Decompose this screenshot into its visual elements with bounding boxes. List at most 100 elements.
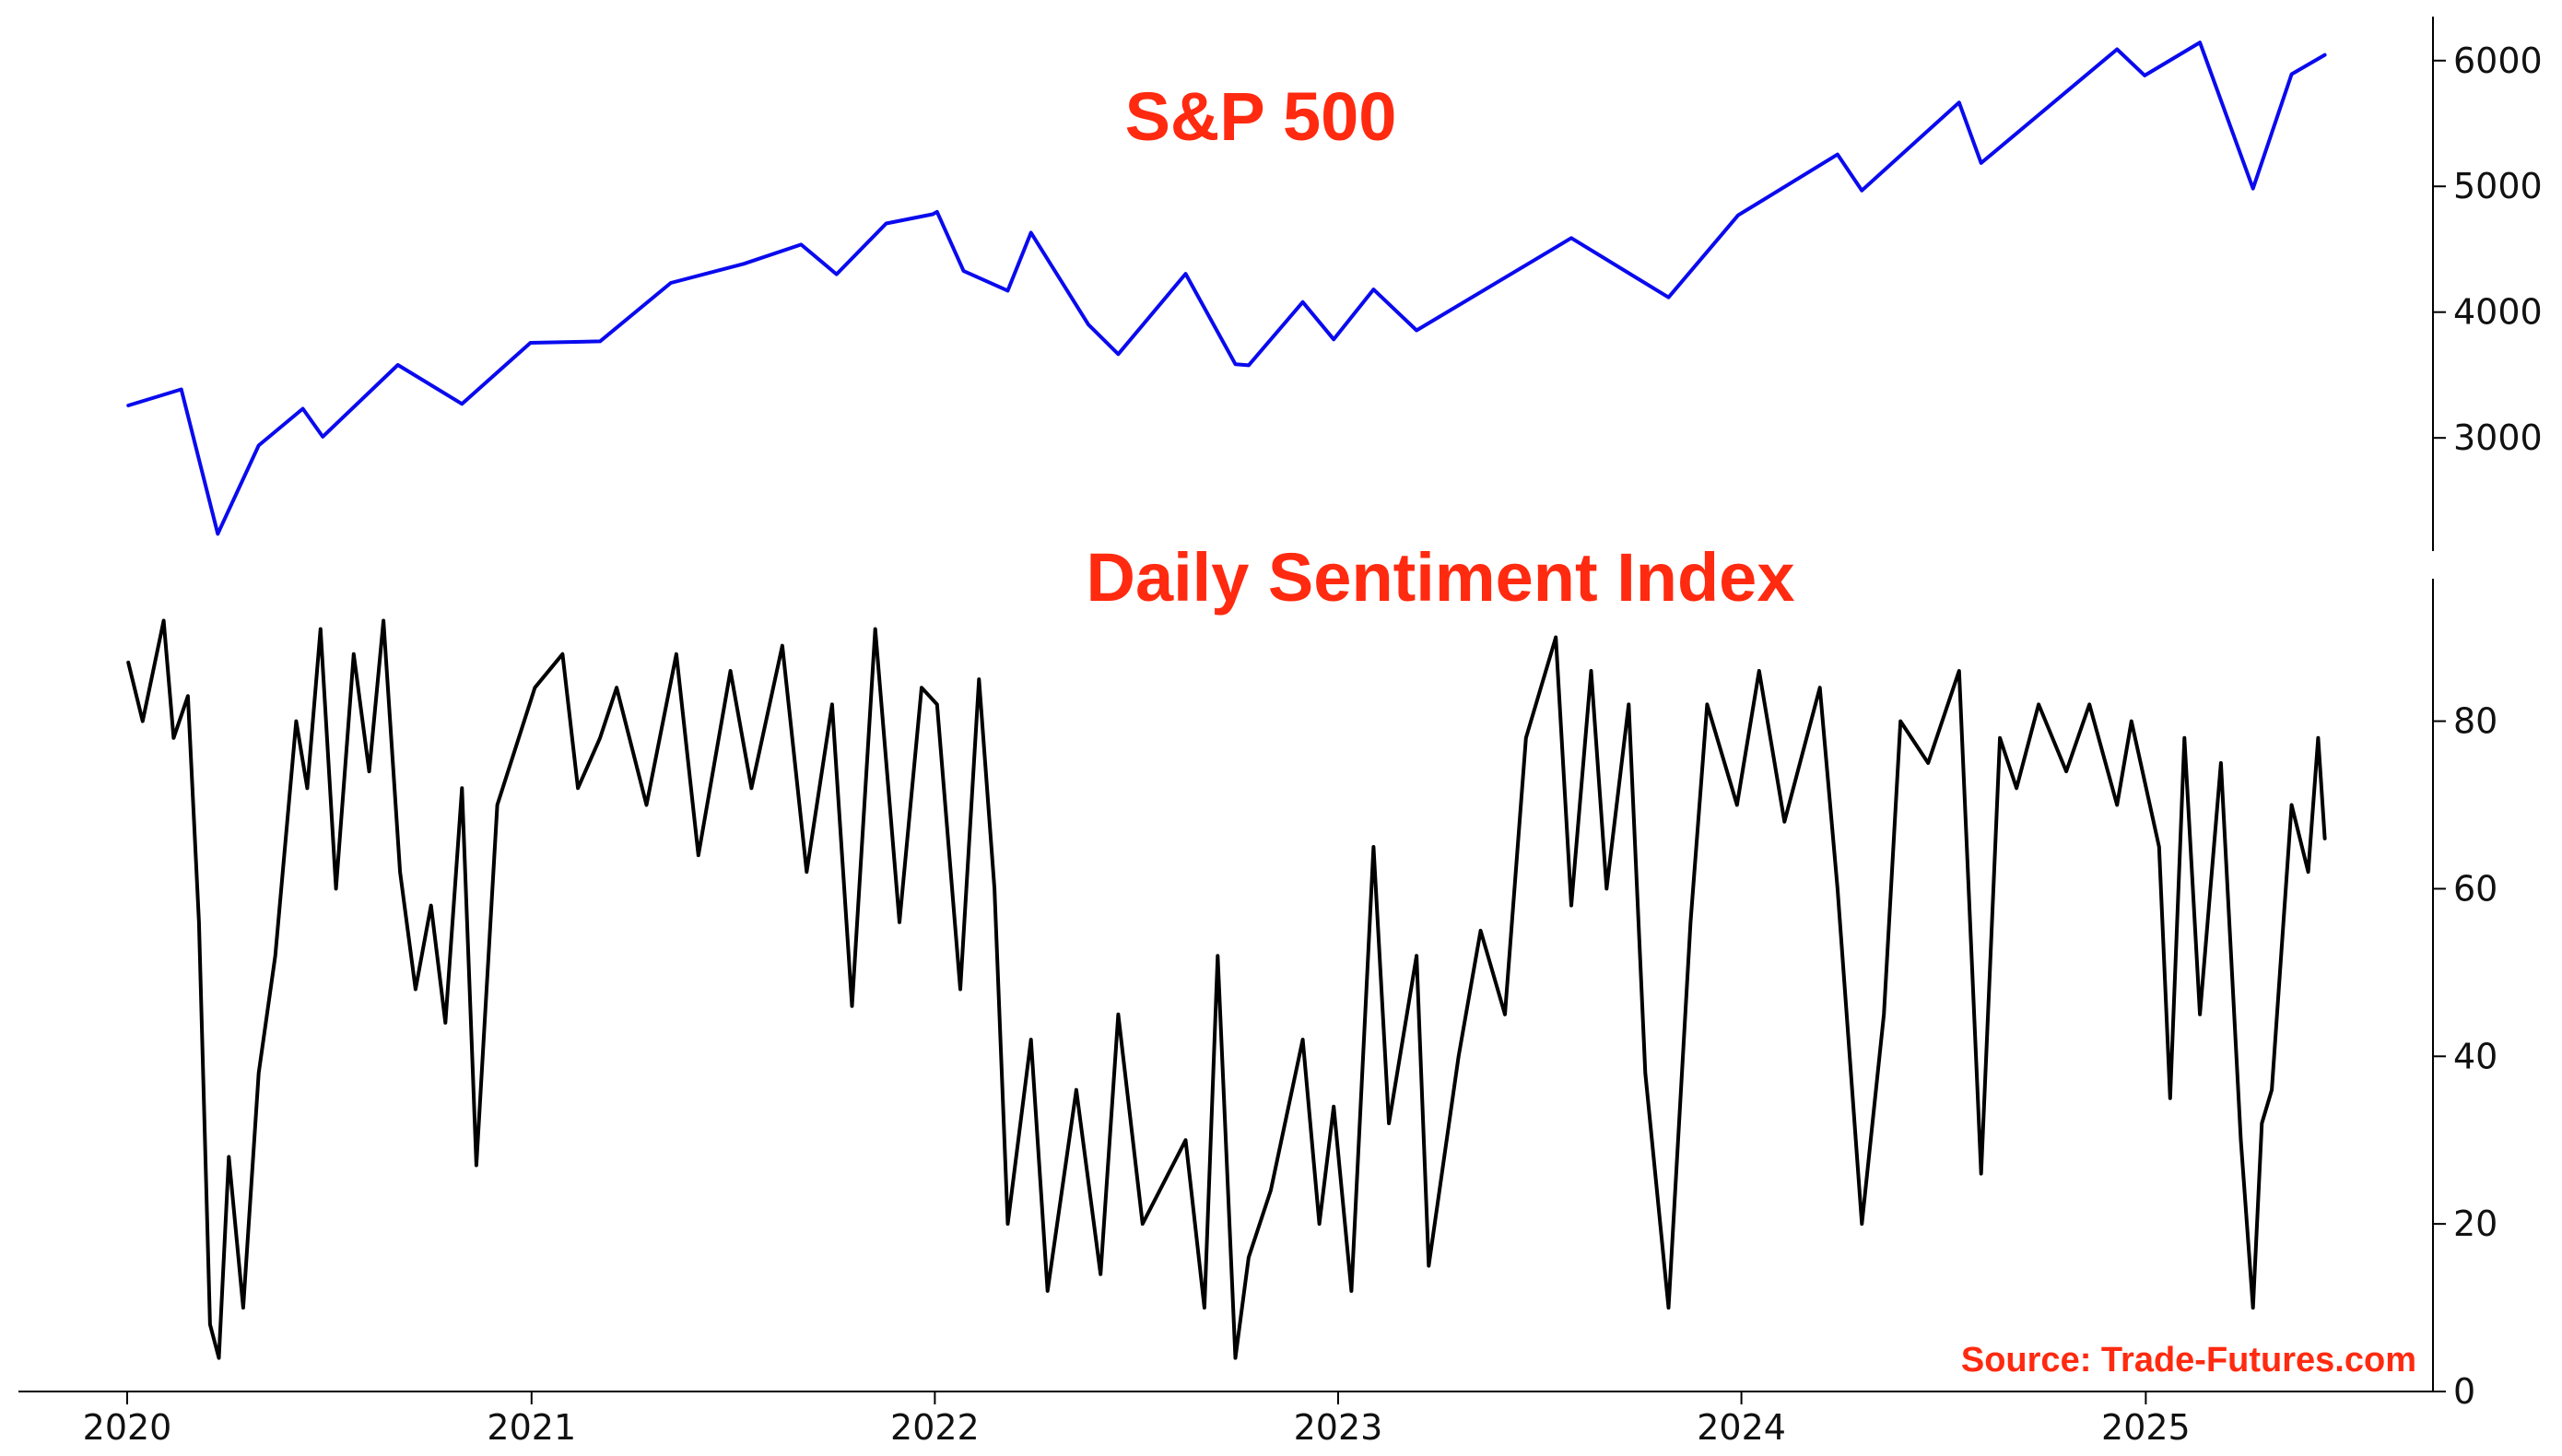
sp500-point — [2143, 74, 2146, 77]
dsi-point — [257, 1072, 261, 1074]
dsi-point — [1524, 736, 1528, 740]
dsi-point — [1269, 1189, 1273, 1192]
dsi-point — [1735, 804, 1739, 806]
dsi-point — [805, 870, 808, 874]
dsi-title: Daily Sentiment Index — [1087, 539, 1795, 616]
sp500-point — [301, 407, 305, 410]
dsi-point — [898, 921, 901, 924]
x-tick-label: 2024 — [1697, 1407, 1786, 1448]
dsi-point — [935, 702, 939, 706]
sp500-point — [321, 435, 324, 439]
x-tick-label: 2023 — [1294, 1407, 1383, 1448]
x-tick-label: 2020 — [83, 1407, 172, 1448]
dsi-point — [305, 786, 309, 790]
y-tick-label: 20 — [2453, 1204, 2497, 1244]
dsi-point — [197, 921, 201, 924]
dsi-point — [1457, 1054, 1461, 1058]
sp500-point — [799, 242, 803, 246]
dsi-point — [1882, 1013, 1886, 1016]
dsi-point — [576, 786, 580, 790]
dsi-point — [2168, 1097, 2172, 1100]
dsi-point — [171, 736, 175, 740]
sp500-point — [1116, 352, 1120, 356]
sp500-point — [257, 443, 261, 447]
dsi-point — [1415, 954, 1418, 957]
dsi-point — [851, 1004, 853, 1008]
x-tick-label: 2025 — [2101, 1407, 2191, 1448]
dsi-point — [2260, 1121, 2263, 1125]
dsi-point — [993, 887, 996, 890]
y-tick-label: 0 — [2453, 1371, 2475, 1412]
series-layer — [126, 41, 2327, 1360]
dsi-point — [920, 686, 923, 689]
dsi-point — [1301, 1038, 1305, 1041]
sp500-point — [2323, 53, 2327, 57]
dsi-point — [2157, 845, 2161, 849]
source-note: Source: Trade-Futures.com — [1961, 1341, 2416, 1380]
sp500-point — [1006, 288, 1009, 292]
sp500-point — [885, 222, 888, 225]
dsi-point — [2307, 870, 2310, 874]
sp500-point — [216, 532, 219, 535]
dsi-point — [2064, 769, 2068, 773]
dsi-point — [1318, 1222, 1322, 1226]
dsi-point — [2037, 702, 2040, 706]
y-tick-label: 80 — [2453, 701, 2497, 742]
sp500-point — [598, 339, 602, 343]
dsi-point — [2087, 702, 2091, 706]
dsi-point — [2219, 761, 2223, 765]
dsi-point — [977, 677, 981, 681]
sp500-point — [1860, 189, 1863, 193]
dsi-point — [1818, 686, 1822, 689]
dsi-point — [2198, 1013, 2202, 1016]
dsi-point — [2316, 736, 2320, 740]
dsi-point — [1667, 1306, 1670, 1309]
sp500-point — [1371, 288, 1375, 291]
dsi-point — [2270, 1088, 2274, 1092]
y-tick-label: 40 — [2453, 1036, 2497, 1076]
dsi-point — [1757, 669, 1761, 673]
y-tick-label: 6000 — [2453, 41, 2543, 81]
dsi-point — [496, 804, 499, 806]
x-tick-label: 2021 — [487, 1407, 576, 1448]
dsi-point — [1643, 1072, 1647, 1074]
dsi-point — [781, 644, 784, 648]
sp500-point — [742, 262, 746, 265]
dsi-point — [1898, 720, 1902, 723]
sp500-point — [2290, 73, 2294, 76]
dsi-point — [398, 870, 402, 874]
dsi-point — [1234, 1356, 1237, 1360]
dsi-series-line — [126, 618, 2327, 1360]
dsi-point — [1980, 1172, 1983, 1176]
dsi-point — [1627, 702, 1630, 706]
sp500-point — [835, 273, 839, 276]
dsi-point — [2130, 720, 2133, 723]
dsi-point — [294, 720, 298, 723]
sp500-point — [460, 402, 464, 405]
sp500-point — [931, 213, 934, 216]
sp500-point — [1569, 236, 1573, 240]
sp500-point — [1087, 323, 1090, 326]
sp500-point — [1736, 214, 1740, 217]
dsi-point — [208, 1322, 212, 1326]
sp500-point — [1301, 300, 1305, 304]
sp500-point — [669, 281, 673, 285]
sp500-point — [529, 341, 533, 345]
dsi-point — [615, 686, 618, 689]
sp500-point — [1836, 153, 1839, 157]
sp500-point — [2198, 41, 2202, 44]
dsi-point — [1349, 1289, 1353, 1293]
dsi-point — [1998, 736, 2002, 740]
dsi-point — [274, 954, 277, 957]
sp500-point — [1247, 363, 1251, 367]
dsi-point — [697, 853, 700, 857]
dsi-point — [1116, 1013, 1120, 1016]
dsi-point — [1836, 887, 1839, 890]
sp500-point — [962, 269, 966, 273]
sp500-point — [1332, 337, 1335, 341]
dsi-point — [1006, 1222, 1009, 1226]
sp500-title: S&P 500 — [1125, 78, 1397, 155]
dsi-point — [1075, 1088, 1078, 1092]
dsi-point — [533, 686, 536, 689]
